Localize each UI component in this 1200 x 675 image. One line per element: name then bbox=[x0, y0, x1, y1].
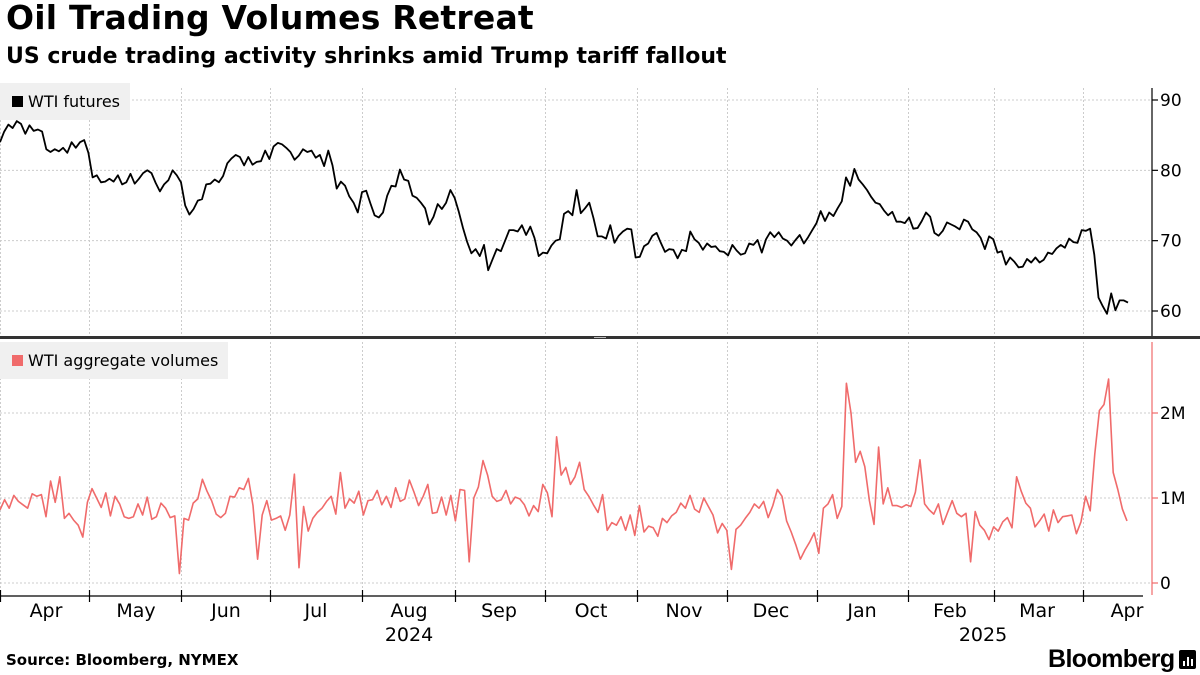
volume-y-tick-label: 0 bbox=[1160, 574, 1171, 594]
x-tick-label: Dec bbox=[753, 600, 790, 622]
volume-y-tick-label: 1M bbox=[1160, 489, 1185, 509]
year-label: 2024 bbox=[385, 624, 433, 646]
volume-panel bbox=[0, 378, 1128, 575]
panel-divider bbox=[0, 336, 1200, 339]
x-tick-label: Nov bbox=[665, 600, 702, 622]
legend-volume-label: WTI aggregate volumes bbox=[28, 351, 219, 370]
source-note: Source: Bloomberg, NYMEX bbox=[6, 651, 239, 669]
brand-logo: Bloomberg bbox=[1048, 645, 1175, 673]
x-tick-label: Jun bbox=[210, 600, 241, 622]
y-axes bbox=[0, 88, 1158, 602]
legend-price-swatch bbox=[12, 96, 23, 107]
year-label: 2025 bbox=[959, 624, 1007, 646]
x-tick-label: Apr bbox=[1111, 600, 1144, 622]
bloomberg-terminal-icon bbox=[1179, 650, 1196, 669]
volume-y-tick-label: 2M bbox=[1160, 404, 1185, 424]
x-tick-label: Sep bbox=[481, 600, 517, 622]
legend-price: WTI futures bbox=[0, 83, 130, 120]
chart-subtitle: US crude trading activity shrinks amid T… bbox=[6, 44, 727, 69]
chart-title: Oil Trading Volumes Retreat bbox=[6, 0, 534, 37]
x-tick-label: Oct bbox=[575, 600, 608, 622]
price-y-tick-label: 80 bbox=[1160, 161, 1182, 181]
price-y-tick-label: 70 bbox=[1160, 232, 1182, 252]
price-y-tick-label: 60 bbox=[1160, 302, 1182, 322]
x-tick-label: May bbox=[116, 600, 155, 622]
x-tick-label: Mar bbox=[1019, 600, 1055, 622]
wti-futures-line bbox=[0, 120, 1129, 315]
x-tick-label: Apr bbox=[30, 600, 63, 622]
price-panel bbox=[0, 120, 1129, 315]
x-tick-label: Jan bbox=[846, 600, 876, 622]
x-tick-label: Aug bbox=[390, 600, 427, 622]
x-tick-label: Jul bbox=[304, 600, 328, 622]
chart-area: 60 70 80 90 0 1M 2M Apr May Jun Jul Aug Sep Oct Nov Dec… bbox=[0, 88, 1200, 646]
legend-volume: WTI aggregate volumes bbox=[0, 342, 229, 379]
x-tick-label: Feb bbox=[933, 600, 967, 622]
wti-volumes-line bbox=[0, 378, 1128, 575]
price-y-tick-label: 90 bbox=[1160, 91, 1182, 111]
grid-lines bbox=[0, 88, 1152, 600]
legend-volume-swatch bbox=[12, 355, 23, 366]
axis-labels: 60 70 80 90 0 1M 2M Apr May Jun Jul Aug Sep Oct Nov Dec… bbox=[30, 91, 1186, 646]
legend-price-label: WTI futures bbox=[28, 92, 120, 111]
